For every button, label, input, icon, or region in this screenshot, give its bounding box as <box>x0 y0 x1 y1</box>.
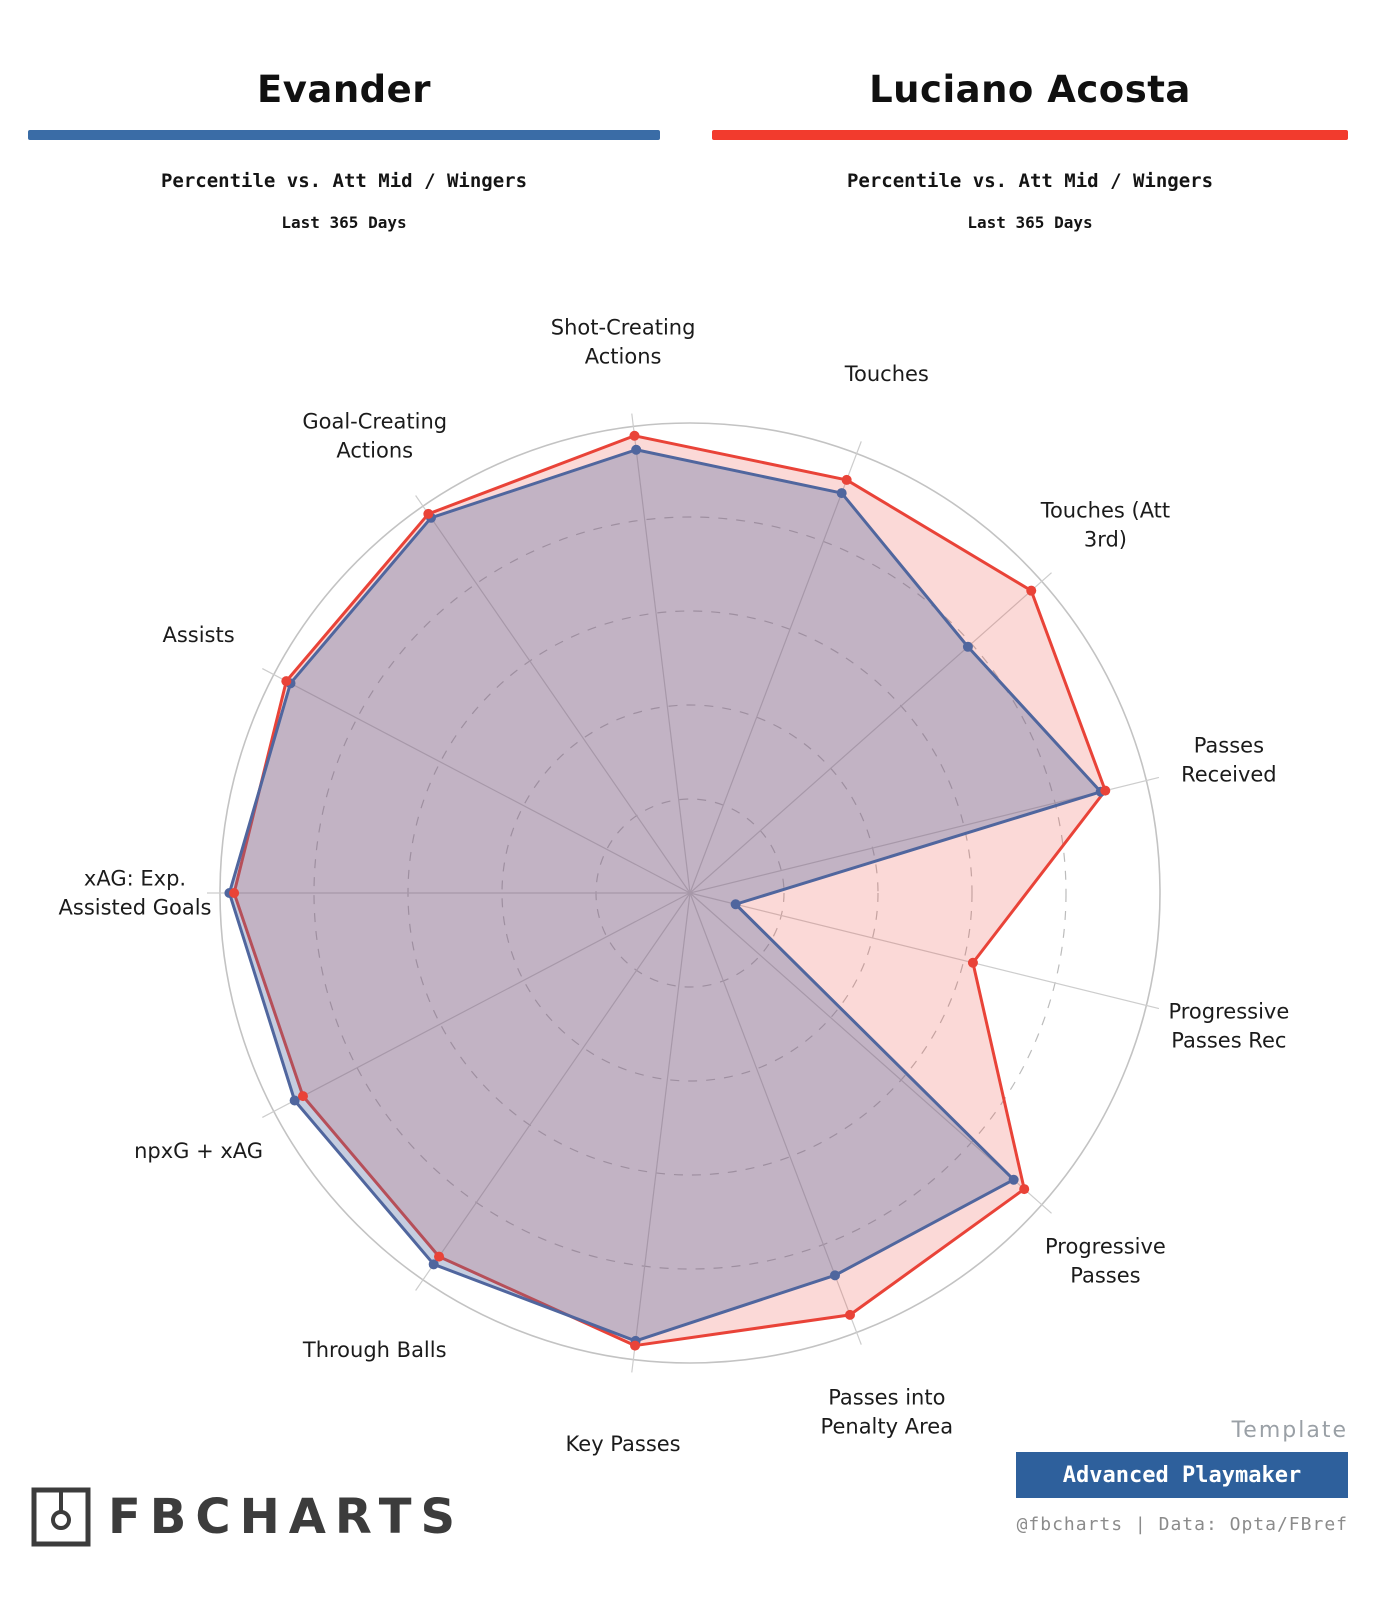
player-panel-evander: Evander Percentile vs. Att Mid / Wingers… <box>28 0 660 260</box>
axis-label-progressive-passes: Progressive Passes <box>1045 1235 1166 1288</box>
radar-point-luciano-acosta <box>1026 585 1037 596</box>
grid-ring-80 <box>313 516 1067 1270</box>
axis-spoke <box>631 413 691 894</box>
grid-ring-40 <box>501 704 879 1082</box>
player-name-acosta: Luciano Acosta <box>869 68 1191 111</box>
radar-point-luciano-acosta <box>1100 785 1111 796</box>
radar-point-luciano-acosta <box>229 887 240 898</box>
fbcharts-pitch-icon <box>31 1487 91 1547</box>
axis-spoke <box>689 892 1160 1010</box>
radar-point-luciano-acosta <box>423 508 434 519</box>
radar-polygon-evander <box>227 448 1103 1343</box>
axis-label-goal-creating-actions: Goal-Creating Actions <box>302 410 447 463</box>
acosta-accent-bar <box>712 130 1348 140</box>
axis-label-assists: Assists <box>162 623 234 647</box>
axis-spoke <box>262 892 691 1118</box>
radar-point-luciano-acosta <box>434 1251 445 1262</box>
axis-label-through-balls: Through Balls <box>302 1338 447 1362</box>
radar-point-evander <box>428 1259 439 1270</box>
radar-point-luciano-acosta <box>1019 1184 1030 1195</box>
radar-point-evander <box>631 444 642 455</box>
pitch-outline <box>31 1487 91 1547</box>
template-name-badge: Advanced Playmaker <box>1016 1452 1348 1498</box>
axis-spoke <box>415 495 691 894</box>
evander-subtitle: Percentile vs. Att Mid / Wingers <box>160 170 528 192</box>
axis-spoke <box>689 892 1052 1214</box>
radar-point-luciano-acosta <box>629 430 640 441</box>
radar-point-evander <box>1008 1174 1019 1185</box>
radar-point-evander <box>289 1095 300 1106</box>
radar-point-luciano-acosta <box>297 1091 308 1102</box>
axis-label-shot-creating-actions: Shot-Creating Actions <box>551 316 696 369</box>
radar-polygon-luciano-acosta <box>232 434 1107 1348</box>
player-name-evander: Evander <box>256 68 432 111</box>
axis-label-progressive-passes-rec: Progressive Passes Rec <box>1168 999 1289 1052</box>
player-panel-acosta: Luciano Acosta Percentile vs. Att Mid / … <box>712 0 1348 260</box>
radar-point-evander <box>836 488 847 499</box>
axis-spoke <box>689 572 1052 894</box>
credit-line: @fbcharts | Data: Opta/FBref <box>1016 1514 1348 1535</box>
axis-spoke <box>689 892 862 1345</box>
radar-point-evander <box>962 641 973 652</box>
axis-spoke <box>631 892 691 1373</box>
axis-label-passes-received: Passes Received <box>1181 734 1277 787</box>
radar-point-evander <box>829 1270 840 1281</box>
radar-point-luciano-acosta <box>844 1309 855 1320</box>
axis-label-touches: Touches <box>844 362 929 386</box>
radar-point-luciano-acosta <box>630 1340 641 1351</box>
pitch-centre-circle <box>51 1510 71 1530</box>
radar-point-evander <box>730 899 741 910</box>
axis-label-touches-att-3rd-: Touches (Att 3rd) <box>1040 498 1170 551</box>
template-label: Template <box>1231 1418 1348 1443</box>
axis-label-xag-exp-assisted-goals: xAG: Exp. Assisted Goals <box>59 866 212 919</box>
fbcharts-logo: FBCHARTS <box>30 1486 464 1548</box>
radar-point-luciano-acosta <box>281 676 292 687</box>
acosta-subtitle: Percentile vs. Att Mid / Wingers <box>846 170 1214 192</box>
axis-spoke <box>415 892 691 1291</box>
brand-wordmark: FBCHARTS <box>108 1489 465 1545</box>
acosta-period: Last 365 Days <box>967 213 1093 232</box>
axis-label-key-passes: Key Passes <box>566 1432 681 1456</box>
axis-label-passes-into-penalty-area: Passes into Penalty Area <box>821 1385 954 1438</box>
axis-spoke <box>689 441 862 894</box>
axis-spoke <box>262 668 691 894</box>
radar-point-luciano-acosta <box>967 957 978 968</box>
radar-point-luciano-acosta <box>841 474 852 485</box>
evander-accent-bar <box>28 130 660 140</box>
axis-label-npxg-xag: npxG + xAG <box>134 1139 263 1163</box>
evander-period: Last 365 Days <box>281 213 407 232</box>
